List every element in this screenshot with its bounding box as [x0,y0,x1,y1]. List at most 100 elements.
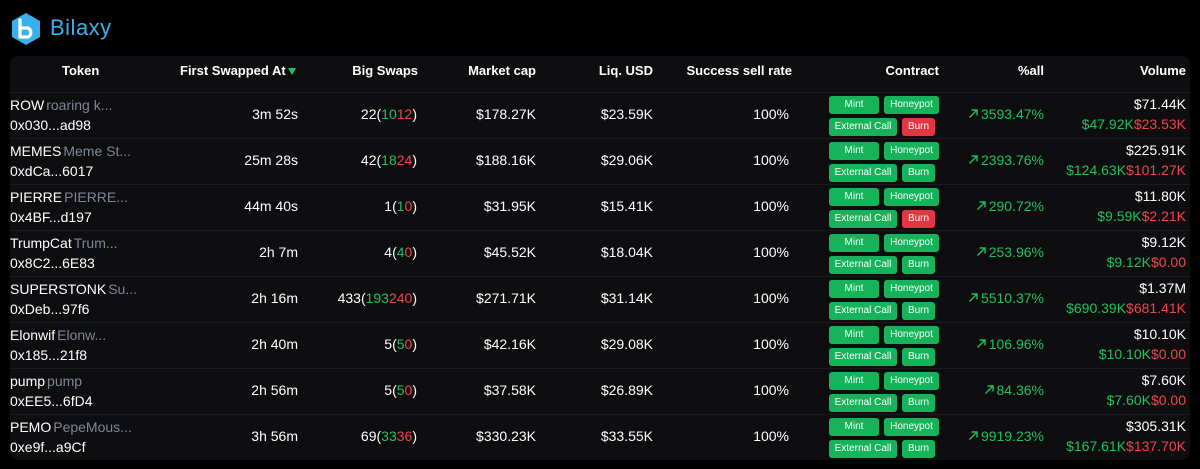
token-symbol-text[interactable]: pump [10,373,46,389]
token-symbol-text[interactable]: TrumpCat [10,235,72,251]
token-name: roaring k... [46,97,113,113]
table-row[interactable]: SUPERSTONK Su... 0xDeb...97f6 2h 16m 433(193… [10,276,1190,322]
table-row[interactable]: PEMO PepeMous... 0xe9f...a9Cf 3h 56m 69(3336… [10,414,1190,460]
table-row[interactable]: MEMES Meme St... 0xdCa...6017 25m 28s 42(182… [10,138,1190,184]
big-swaps-sell: 12 [396,106,413,122]
table-row[interactable]: pump pump 0xEE5...6fD4 2h 56m 5(50) $37.58K $2… [10,368,1190,414]
col-first-swapped[interactable]: First Swapped At [180,61,296,81]
tag-honeypot[interactable]: Honeypot [884,188,939,206]
token-symbol-text[interactable]: PEMO [10,419,52,435]
table-row[interactable]: PIERRE PIERRE... 0x4BF...d197 44m 40s 1(10) $… [10,184,1190,230]
tag-burn[interactable]: Burn [902,348,935,366]
sort-desc-icon[interactable] [287,68,296,76]
tag-burn[interactable]: Burn [902,394,935,412]
col-pct-all[interactable]: %all [1017,63,1044,78]
table-row[interactable]: TrumpCat Trum... 0x8C2...6E83 2h 7m 4(40) $45… [10,230,1190,276]
token-symbol[interactable]: TrumpCat Trum... [10,235,118,251]
tag-mint[interactable]: Mint [829,280,879,298]
success-sell-rate: 100% [753,336,789,352]
market-cap: $330.23K [476,428,536,444]
col-volume[interactable]: Volume [1140,63,1186,78]
table-row[interactable]: Elonwif Elonw... 0x185...21f8 2h 40m 5(50) $4… [10,322,1190,368]
volume-sell: $101.27K [1126,162,1186,178]
tag-external-call[interactable]: External Call [829,348,897,366]
tag-mint[interactable]: Mint [829,96,879,114]
tag-burn[interactable]: Burn [902,302,935,320]
token-address[interactable]: 0x185...21f8 [10,347,88,363]
token-symbol[interactable]: ROW roaring k... [10,97,112,113]
token-address[interactable]: 0xe9f...a9Cf [10,439,86,455]
tag-burn[interactable]: Burn [902,256,935,274]
col-contract[interactable]: Contract [885,63,939,78]
bilaxy-logo-icon[interactable] [9,12,43,46]
token-symbol-text[interactable]: PIERRE [10,189,63,205]
tag-honeypot[interactable]: Honeypot [884,142,939,160]
token-address[interactable]: 0xDeb...97f6 [10,301,90,317]
big-swaps-buy: 193 [365,290,389,306]
pct-all-value: 106.96% [988,336,1044,352]
tag-external-call[interactable]: External Call [829,440,897,458]
tag-external-call[interactable]: External Call [829,256,897,274]
token-address[interactable]: 0x8C2...6E83 [10,255,95,271]
big-swaps-buy: 5 [396,336,405,352]
token-symbol-text[interactable]: SUPERSTONK [10,281,107,297]
tag-external-call[interactable]: External Call [829,394,897,412]
big-swaps-total: 22 [360,106,377,122]
tag-external-call[interactable]: External Call [829,164,897,182]
tag-honeypot[interactable]: Honeypot [884,372,939,390]
token-symbol-text[interactable]: MEMES [10,143,62,159]
volume-split: $7.60K$0.00 [1107,392,1186,408]
tag-honeypot[interactable]: Honeypot [884,326,939,344]
tag-external-call[interactable]: External Call [829,210,897,228]
liq-usd: $15.41K [600,198,653,214]
table-row[interactable]: ROW roaring k... 0x030...ad98 3m 52s 22(1012… [10,92,1190,138]
token-symbol[interactable]: SUPERSTONK Su... [10,281,137,297]
big-swaps-sell: 0 [404,336,413,352]
brand-name[interactable]: Bilaxy [50,15,112,40]
tag-honeypot[interactable]: Honeypot [884,96,939,114]
tag-burn[interactable]: Burn [902,118,935,136]
token-symbol-text[interactable]: Elonwif [10,327,56,343]
tag-mint[interactable]: Mint [829,188,879,206]
col-success-sell-rate[interactable]: Success sell rate [686,63,792,78]
token-symbol[interactable]: Elonwif Elonw... [10,327,106,343]
tag-external-call[interactable]: External Call [829,118,897,136]
tag-burn[interactable]: Burn [902,440,935,458]
big-swaps-sell: 240 [388,290,413,306]
big-swaps-sell: 0 [404,382,413,398]
tag-honeypot[interactable]: Honeypot [884,280,939,298]
token-symbol[interactable]: MEMES Meme St... [10,143,131,159]
token-address[interactable]: 0xEE5...6fD4 [10,393,93,409]
volume-buy: $47.92K [1081,116,1134,132]
tag-honeypot[interactable]: Honeypot [884,418,939,436]
col-big-swaps[interactable]: Big Swaps [352,63,418,78]
token-address[interactable]: 0xdCa...6017 [10,163,94,179]
tag-burn[interactable]: Burn [902,164,935,182]
token-address[interactable]: 0x030...ad98 [10,117,91,133]
table-header: Token First Swapped At Big Swaps Market … [10,56,1190,92]
tag-external-call[interactable]: External Call [829,302,897,320]
big-swaps-count: 22(1012) [360,106,417,122]
token-symbol-text[interactable]: ROW [10,97,45,113]
success-sell-rate: 100% [753,382,789,398]
tag-mint[interactable]: Mint [829,234,879,252]
big-swaps-count: 1(10) [384,198,417,214]
col-market-cap[interactable]: Market cap [468,63,536,78]
tag-burn[interactable]: Burn [902,210,935,228]
tag-honeypot[interactable]: Honeypot [884,234,939,252]
pct-all: 3593.47% [968,106,1044,122]
token-symbol[interactable]: PIERRE PIERRE... [10,189,128,205]
col-token[interactable]: Token [62,63,100,78]
tag-mint[interactable]: Mint [829,142,879,160]
tag-mint[interactable]: Mint [829,372,879,390]
tag-mint[interactable]: Mint [829,418,879,436]
pct-all-value: 2393.76% [980,152,1044,168]
token-address[interactable]: 0x4BF...d197 [10,209,92,225]
token-symbol[interactable]: pump pump [10,373,82,389]
token-symbol[interactable]: PEMO PepeMous... [10,419,132,435]
tag-mint[interactable]: Mint [829,326,879,344]
big-swaps-buy: 10 [381,106,397,122]
volume-sell: $0.00 [1150,254,1186,270]
volume-split: $124.63K$101.27K [1066,162,1186,178]
col-liq-usd[interactable]: Liq. USD [598,63,653,78]
